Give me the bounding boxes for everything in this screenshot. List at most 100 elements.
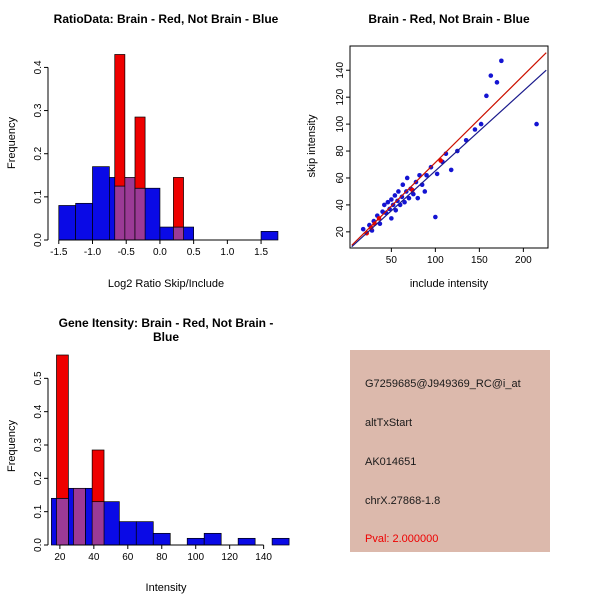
scatter-xlabel: include intensity [409, 278, 489, 290]
locus-text: chrX.27868-1.8 [365, 495, 441, 507]
panel-gene-histogram: Gene Itensity: Brain - Red, Not Brain - … [0, 300, 300, 600]
x-tick-label: 1.0 [220, 247, 234, 258]
y-tick-label: 80 [335, 145, 346, 157]
scatter-point [402, 199, 407, 205]
hist-bar-overlap [124, 177, 136, 241]
x-tick-label: 50 [386, 255, 398, 266]
hist-bar-overlap [173, 226, 184, 241]
y-tick-label: 0.5 [33, 371, 44, 385]
scatter-point [411, 191, 416, 197]
y-tick-label: 0.0 [33, 538, 44, 552]
hist-bar-overlap [134, 187, 146, 241]
y-tick-label: 20 [335, 226, 346, 238]
scatter-point [396, 189, 401, 194]
x-tick-label: 150 [471, 255, 488, 266]
scatter-point [380, 209, 385, 214]
gene-info-box [350, 350, 550, 552]
y-tick-label: 0.4 [33, 404, 44, 418]
hist-bar [173, 177, 184, 228]
hist-bar [118, 521, 137, 546]
gene-hist-title: Gene Itensity: Brain - Red, Not Brain - … [58, 316, 274, 344]
panel-ratio-histogram: RatioData: Brain - Red, Not Brain - Blue… [0, 0, 300, 300]
ratio-hist-title: RatioData: Brain - Red, Not Brain - Blue [53, 12, 279, 26]
plot-box [349, 45, 549, 249]
y-tick-label: 0.2 [33, 146, 44, 160]
hist-bar-overlap [73, 487, 86, 546]
x-tick-label: 140 [255, 552, 272, 563]
y-tick-label: 60 [335, 172, 346, 184]
scatter-point [385, 199, 391, 205]
probe-id-text: G7259685@J949369_RC@i_at [365, 378, 521, 390]
x-tick-label: -1.0 [84, 247, 102, 258]
x-tick-label: 100 [427, 255, 444, 266]
scatter-point [472, 127, 478, 132]
x-tick-label: 1.5 [254, 247, 268, 258]
x-tick-label: 200 [515, 255, 532, 266]
scatter-point [387, 206, 392, 212]
x-tick-label: 120 [221, 552, 238, 563]
panel-intensity-scatter: Brain - Red, Not Brain - Blue 50 100 150 20… [300, 0, 600, 300]
x-tick-label: 100 [187, 552, 204, 563]
scatter-title: Brain - Red, Not Brain - Blue [368, 12, 530, 26]
scatter-point [424, 172, 429, 178]
x-tick-label: 80 [156, 552, 168, 563]
hist-bar [152, 532, 171, 546]
x-tick-label: 0.5 [187, 247, 201, 258]
scatter-point [389, 197, 394, 202]
x-tick-label: 20 [54, 552, 66, 563]
scatter-point [395, 198, 400, 204]
hist-bar [92, 166, 110, 241]
scatter-point [415, 195, 421, 201]
hist-bar [114, 54, 126, 187]
x-tick-label: -0.5 [118, 247, 136, 258]
scatter-point [393, 207, 399, 213]
scatter-point [382, 202, 387, 208]
ratio-histogram-plot: -1.5 -1.0 -0.5 0.0 0.5 1.0 1.5 0.0 0.1 0.2 0.3 0.4 [33, 54, 279, 258]
scatter-point [434, 171, 440, 177]
event-type-text: altTxStart [365, 417, 413, 429]
scatter-point [534, 121, 539, 127]
scatter-point [488, 73, 494, 78]
y-tick-label: 0.0 [33, 233, 44, 247]
panel-gene-info: G7259685@J949369_RC@i_at altTxStart AK01… [300, 300, 600, 600]
scatter-point [448, 167, 454, 173]
pval-text: Pval: 2.000000 [365, 533, 439, 545]
scatter-ylabel: skip intensity [306, 114, 318, 178]
x-tick-label: 60 [122, 552, 134, 563]
scatter-point [478, 121, 484, 127]
y-tick-label: 0.4 [33, 60, 44, 74]
hist-bar [91, 449, 105, 503]
hist-bar-overlap [91, 501, 105, 546]
gene-histogram-plot: 20 40 60 80 100 120 140 0.0 0.1 0.2 0.3 0.4 0.5 [33, 354, 290, 563]
y-tick-label: 140 [335, 61, 346, 78]
y-tick-label: 0.1 [33, 189, 44, 203]
hist-bar-overlap [56, 497, 69, 546]
y-tick-label: 120 [335, 88, 346, 105]
fit-line [351, 69, 547, 248]
gene-hist-ylabel: Frequency [6, 420, 18, 472]
hist-bar [56, 354, 69, 499]
hist-bar [203, 532, 222, 546]
scatter-point [484, 93, 489, 99]
scatter-point [400, 182, 406, 188]
y-tick-label: 0.1 [33, 504, 44, 518]
y-tick-label: 100 [335, 115, 346, 132]
scatter-point [422, 189, 428, 194]
scatter-point [404, 175, 410, 181]
scatter-point [406, 195, 412, 201]
scatter-point [399, 194, 405, 200]
gene-hist-xlabel: Intensity [145, 582, 187, 594]
hist-bar [134, 116, 146, 189]
fit-line [351, 52, 547, 246]
hist-bar [186, 537, 205, 546]
hist-bar [75, 202, 93, 241]
ratio-hist-xlabel: Log2 Ratio Skip/Include [107, 278, 225, 290]
hist-bar [237, 537, 256, 546]
y-tick-label: 0.2 [33, 471, 44, 485]
ratio-hist-ylabel: Frequency [6, 117, 18, 169]
accession-text: AK014651 [365, 456, 417, 468]
hist-bar [142, 187, 161, 241]
hist-bar [101, 501, 120, 546]
hist-bar [271, 537, 290, 546]
